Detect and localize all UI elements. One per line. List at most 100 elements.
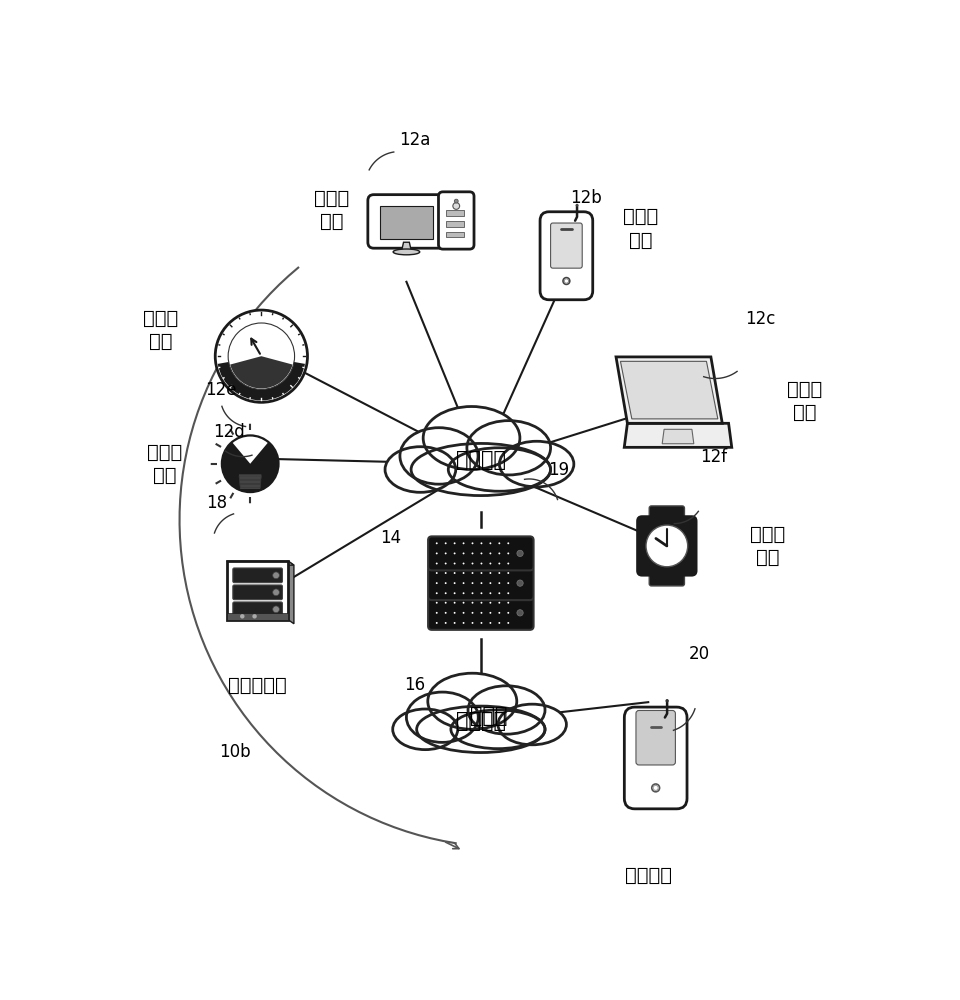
- Circle shape: [436, 592, 438, 594]
- FancyBboxPatch shape: [636, 710, 676, 765]
- FancyBboxPatch shape: [428, 566, 534, 600]
- Wedge shape: [218, 356, 305, 400]
- FancyBboxPatch shape: [649, 568, 684, 586]
- Text: 路由器: 路由器: [469, 706, 507, 726]
- Text: 扩展网络: 扩展网络: [456, 711, 506, 731]
- FancyBboxPatch shape: [428, 596, 534, 630]
- Circle shape: [498, 572, 500, 574]
- Circle shape: [444, 582, 446, 584]
- Ellipse shape: [393, 709, 458, 750]
- Circle shape: [273, 589, 279, 596]
- Circle shape: [653, 785, 659, 790]
- Circle shape: [436, 572, 438, 574]
- Circle shape: [463, 592, 465, 594]
- Circle shape: [436, 622, 438, 624]
- Circle shape: [481, 582, 483, 584]
- FancyBboxPatch shape: [227, 613, 288, 620]
- Circle shape: [481, 552, 483, 554]
- Circle shape: [563, 278, 570, 284]
- FancyBboxPatch shape: [551, 223, 582, 268]
- Circle shape: [463, 563, 465, 564]
- Circle shape: [498, 552, 500, 554]
- Circle shape: [490, 582, 492, 584]
- Circle shape: [516, 580, 523, 586]
- Ellipse shape: [411, 443, 551, 496]
- Circle shape: [273, 606, 279, 613]
- FancyBboxPatch shape: [233, 585, 282, 600]
- Polygon shape: [240, 484, 260, 488]
- Ellipse shape: [394, 249, 420, 255]
- Circle shape: [444, 552, 446, 554]
- Ellipse shape: [417, 706, 545, 753]
- Circle shape: [481, 563, 483, 564]
- Ellipse shape: [385, 447, 456, 492]
- Circle shape: [490, 572, 492, 574]
- Circle shape: [444, 563, 446, 564]
- Text: 16: 16: [404, 676, 425, 694]
- Text: 12d: 12d: [213, 423, 245, 441]
- Circle shape: [507, 592, 509, 594]
- Ellipse shape: [498, 704, 566, 745]
- Circle shape: [490, 592, 492, 594]
- Polygon shape: [227, 561, 294, 565]
- Ellipse shape: [400, 428, 478, 484]
- Circle shape: [454, 582, 456, 584]
- FancyBboxPatch shape: [445, 221, 465, 227]
- FancyBboxPatch shape: [649, 506, 684, 524]
- Wedge shape: [230, 356, 293, 388]
- Circle shape: [507, 542, 509, 544]
- Circle shape: [252, 614, 257, 619]
- Circle shape: [471, 552, 473, 554]
- Circle shape: [240, 614, 245, 619]
- Polygon shape: [239, 476, 261, 479]
- Text: 12b: 12b: [570, 189, 602, 207]
- Circle shape: [454, 199, 458, 203]
- Circle shape: [471, 602, 473, 604]
- Polygon shape: [662, 429, 694, 444]
- FancyBboxPatch shape: [445, 210, 465, 216]
- Circle shape: [481, 542, 483, 544]
- Circle shape: [481, 612, 483, 614]
- Text: 12f: 12f: [701, 448, 728, 466]
- Circle shape: [273, 572, 279, 579]
- FancyBboxPatch shape: [233, 602, 282, 617]
- Circle shape: [652, 784, 660, 792]
- Circle shape: [454, 542, 456, 544]
- Polygon shape: [620, 361, 718, 419]
- Polygon shape: [288, 561, 294, 624]
- Circle shape: [444, 542, 446, 544]
- FancyBboxPatch shape: [428, 536, 534, 570]
- Circle shape: [507, 602, 509, 604]
- Ellipse shape: [423, 407, 520, 470]
- Circle shape: [471, 572, 473, 574]
- Polygon shape: [624, 423, 732, 447]
- Circle shape: [498, 592, 500, 594]
- Text: 客户端
系统: 客户端 系统: [750, 525, 785, 567]
- Circle shape: [646, 525, 687, 567]
- Circle shape: [444, 612, 446, 614]
- Wedge shape: [232, 437, 268, 464]
- Circle shape: [444, 592, 446, 594]
- Ellipse shape: [406, 692, 478, 742]
- Circle shape: [471, 563, 473, 564]
- Text: 12e: 12e: [205, 381, 237, 399]
- Circle shape: [471, 622, 473, 624]
- Text: 18: 18: [206, 494, 228, 512]
- Circle shape: [463, 612, 465, 614]
- Circle shape: [463, 622, 465, 624]
- Polygon shape: [238, 474, 262, 490]
- Circle shape: [215, 310, 307, 402]
- Ellipse shape: [468, 686, 545, 734]
- Circle shape: [222, 436, 278, 492]
- Text: 客户端
系统: 客户端 系统: [315, 189, 349, 231]
- Circle shape: [564, 279, 568, 283]
- Circle shape: [436, 602, 438, 604]
- Circle shape: [463, 582, 465, 584]
- Text: 本地网络: 本地网络: [456, 450, 506, 470]
- Text: 20: 20: [689, 645, 710, 663]
- FancyBboxPatch shape: [637, 517, 696, 575]
- Circle shape: [507, 563, 509, 564]
- Circle shape: [507, 552, 509, 554]
- Circle shape: [490, 612, 492, 614]
- Circle shape: [507, 572, 509, 574]
